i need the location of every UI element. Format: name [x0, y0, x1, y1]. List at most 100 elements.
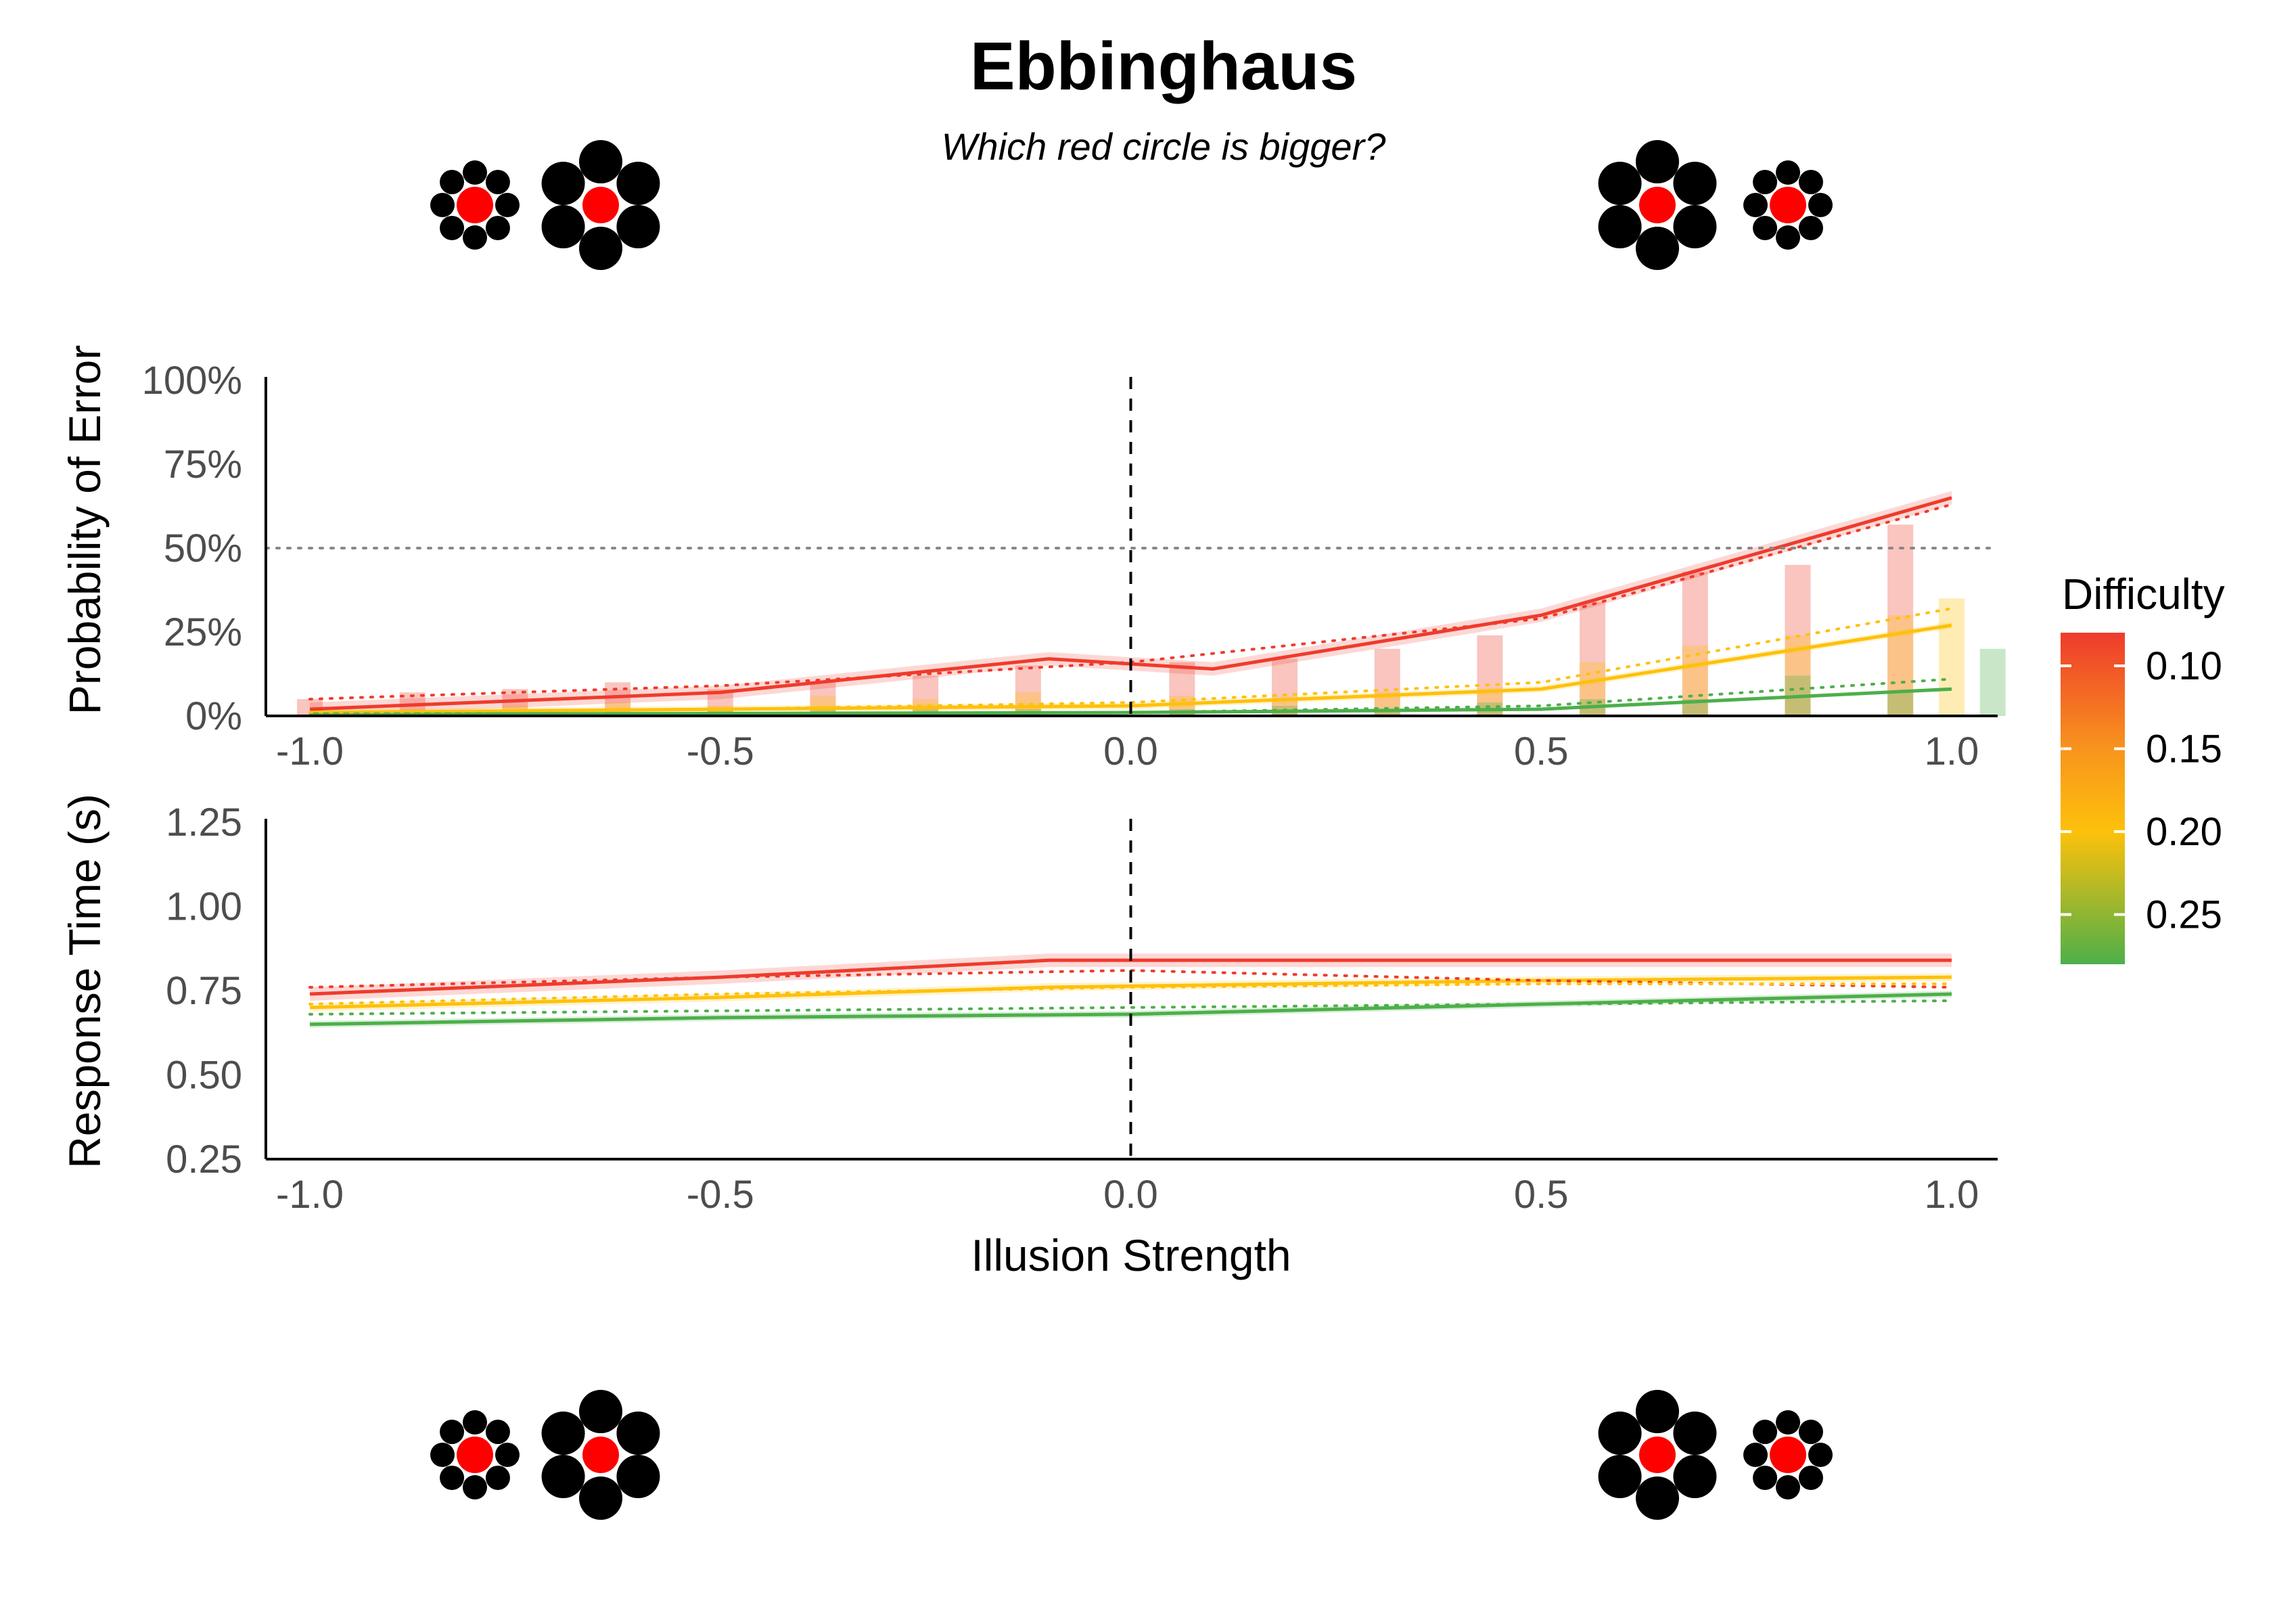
inducer-circle	[1743, 193, 1768, 217]
inducer-circle	[1798, 1465, 1823, 1490]
rt-x-tick-label: -1.0	[276, 1173, 344, 1217]
error-y-axis-title: Probability of Error	[60, 345, 110, 715]
err-x-tick-label: 0.5	[1514, 729, 1569, 773]
error-bar-0-8	[1169, 662, 1195, 716]
err-x-tick-label: -0.5	[687, 729, 754, 773]
inducer-circle	[1636, 140, 1679, 183]
rt-dotted-line-1	[308, 983, 1953, 1006]
inducer-circle	[579, 227, 622, 270]
inducer-circle	[463, 1475, 487, 1499]
rt-x-tick-label: 0.0	[1103, 1173, 1158, 1217]
legend-tick-label: 0.25	[2146, 893, 2222, 937]
err-y-tick-label: 0%	[185, 694, 242, 738]
legend-colorbar	[2061, 633, 2125, 964]
rt-series-line-0	[309, 958, 1952, 996]
chart-title: Ebbinghaus	[970, 28, 1357, 104]
error-bar-2-12	[1979, 648, 2006, 716]
rt-y-tick-label: 0.75	[166, 969, 242, 1013]
err-y-tick-label: 50%	[164, 526, 242, 570]
error-bar-1-8	[1272, 699, 1298, 716]
target-circle	[582, 1437, 619, 1473]
stimulus-small-inducers-3	[1743, 1410, 1833, 1499]
inducer-circle	[1776, 160, 1800, 185]
stimulus-large-inducers-0	[541, 140, 660, 270]
inducer-circle	[1753, 1420, 1778, 1445]
target-circle	[457, 1437, 493, 1473]
inducer-circle	[616, 205, 660, 248]
inducer-circle	[1598, 162, 1642, 205]
rt-y-tick-label: 1.00	[166, 885, 242, 929]
err-x-tick-label: 0.0	[1103, 729, 1158, 773]
inducer-circle	[1636, 1390, 1679, 1433]
legend-tick-label: 0.10	[2146, 644, 2222, 688]
inducer-circle	[579, 140, 622, 183]
inducer-circle	[495, 1443, 520, 1467]
err-y-tick-label: 25%	[164, 610, 242, 654]
err-ribbon-1	[310, 622, 1952, 716]
inducer-circle	[1753, 170, 1778, 195]
inducer-circle	[541, 162, 585, 205]
target-circle	[1639, 1437, 1676, 1473]
error-bar-0-9	[1272, 658, 1298, 716]
inducer-circle	[485, 215, 510, 240]
stimulus-large-inducers-2	[541, 1390, 660, 1520]
rt-x-tick-label: 1.0	[1925, 1173, 1979, 1217]
inducer-circle	[485, 170, 510, 195]
inducer-circle	[1636, 1476, 1679, 1520]
err-x-tick-label: 1.0	[1925, 729, 1979, 773]
difficulty-legend: Difficulty 0.10 0.15 0.20 0.25	[2061, 570, 2225, 964]
x-axis-title: Illusion Strength	[971, 1230, 1291, 1280]
inducer-circle	[1808, 1443, 1833, 1467]
inducer-circle	[616, 162, 660, 205]
error-bar-0-10	[1374, 648, 1400, 716]
inducer-circle	[440, 1465, 465, 1490]
stimulus-small-inducers-2	[430, 1410, 520, 1499]
error-bar-2-11	[1887, 692, 1914, 716]
inducer-circle	[430, 1443, 455, 1467]
target-circle	[1770, 187, 1806, 223]
inducer-circle	[495, 193, 520, 217]
target-circle	[582, 187, 619, 223]
inducer-circle	[1743, 1443, 1768, 1467]
rt-panel: 0.25 0.50 0.75 1.00 1.25 -1.0 -0.5 0.0 0.5 1.0 Re…	[60, 794, 1998, 1280]
error-bar-1-10	[1477, 689, 1503, 716]
rt-y-tick-label: 1.25	[166, 800, 242, 844]
inducer-circle	[579, 1390, 622, 1433]
inducer-circle	[541, 1412, 585, 1455]
rt-ribbon-1	[310, 973, 1952, 1012]
error-reference-lines	[265, 377, 1999, 716]
legend-tick-label: 0.15	[2146, 727, 2222, 771]
inducer-circle	[440, 170, 465, 195]
stimulus-large-inducers-1	[1598, 140, 1717, 270]
target-circle	[1639, 187, 1676, 223]
rt-x-tick-label: -0.5	[687, 1173, 754, 1217]
error-panel: 0% 25% 50% 75% 100% -1.0 -0.5 0.0 0.5 1.0 Probabi…	[60, 345, 2006, 773]
rt-series-line-1	[309, 975, 1952, 1010]
inducer-circle	[463, 160, 487, 185]
inducer-circle	[1776, 1475, 1800, 1499]
inducer-circle	[430, 193, 455, 217]
inducer-circle	[485, 1465, 510, 1490]
inducer-circle	[1673, 1455, 1717, 1498]
rt-ribbon-0	[310, 953, 1952, 1001]
rt-dotted-line-2	[308, 999, 1953, 1016]
inducer-circle	[1798, 170, 1823, 195]
inducer-circle	[1808, 193, 1833, 217]
rt-y-tick-label: 0.25	[166, 1137, 242, 1181]
rt-x-tick-label: 0.5	[1514, 1173, 1569, 1217]
inducer-circle	[463, 1410, 487, 1435]
inducer-circle	[1598, 1412, 1642, 1455]
stimulus-large-inducers-3	[1598, 1390, 1717, 1520]
inducer-circle	[1776, 225, 1800, 250]
inducer-circle	[485, 1420, 510, 1445]
legend-tick-label: 0.20	[2146, 810, 2222, 854]
err-x-tick-label: -1.0	[276, 729, 344, 773]
error-bar-1-15	[1939, 598, 1965, 716]
rt-y-axis-title: Response Time (s)	[60, 794, 110, 1169]
stimulus-illustrations	[430, 140, 1833, 1520]
chart-subtitle: Which red circle is bigger?	[942, 125, 1386, 168]
inducer-circle	[1798, 1420, 1823, 1445]
error-bar-0-12	[1580, 602, 1606, 716]
target-circle	[457, 187, 493, 223]
